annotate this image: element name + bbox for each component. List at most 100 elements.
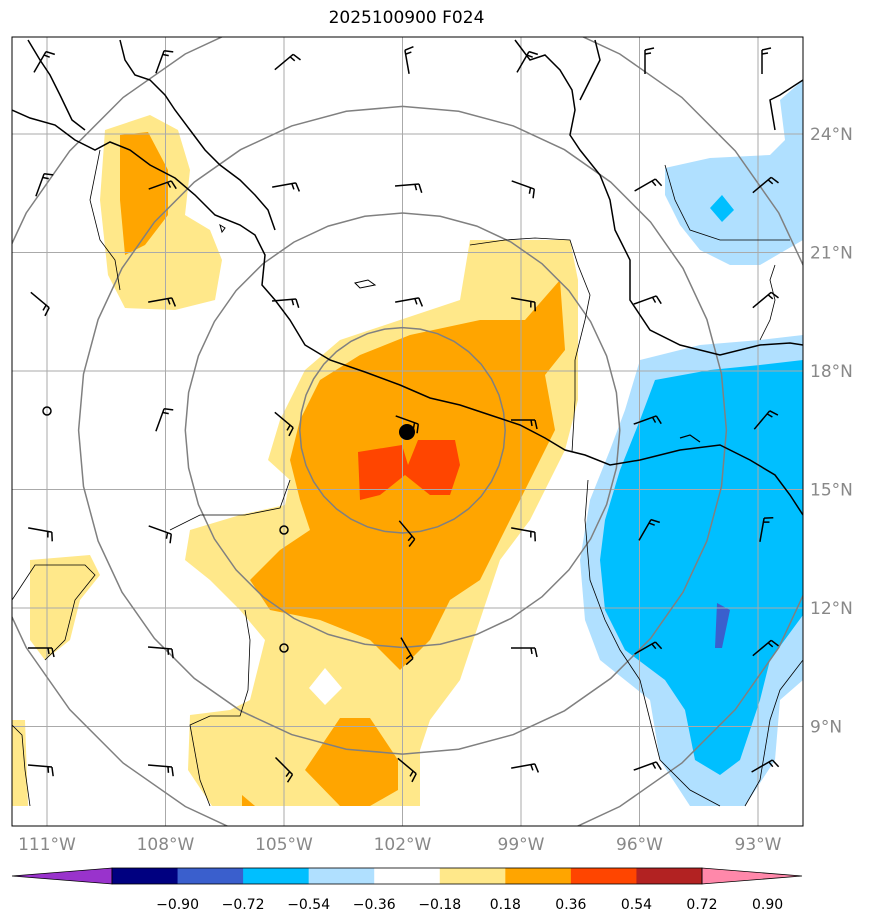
longitude-tick-label: 102°W xyxy=(374,835,432,855)
wind-barb xyxy=(751,759,780,773)
range-ring xyxy=(299,326,506,534)
wind-barbs xyxy=(27,45,780,783)
wind-barb xyxy=(148,525,173,544)
colorbar-tick-label: 0.18 xyxy=(490,897,521,913)
range-ring xyxy=(184,212,621,649)
wind-barb xyxy=(400,637,414,666)
latitude-tick-label: 9°N xyxy=(810,718,842,738)
wind-barb xyxy=(761,47,772,74)
pos-mid-region-nw xyxy=(120,132,168,255)
wind-barb xyxy=(271,298,300,308)
colorbar xyxy=(11,867,803,885)
wind-barb xyxy=(274,411,294,437)
wind-barb xyxy=(634,178,663,192)
wind-barb xyxy=(274,53,301,71)
wind-barb xyxy=(395,297,424,307)
wind-barb xyxy=(404,45,414,74)
calm-marker xyxy=(42,406,52,416)
colorbar-segment xyxy=(374,868,441,884)
map-area xyxy=(12,37,803,826)
positive-anomaly-field xyxy=(12,115,578,806)
latitude-tick-label: 15°N xyxy=(810,481,853,501)
neg-high-region-se xyxy=(715,603,730,648)
wind-barb xyxy=(33,50,56,73)
longitude-tick-label: 93°W xyxy=(735,835,782,855)
wind-barb xyxy=(274,756,294,783)
colorbar-tick-label: −0.54 xyxy=(287,897,330,913)
wind-barb xyxy=(30,291,50,317)
neutral-hole xyxy=(309,668,342,705)
range-rings xyxy=(12,37,803,826)
wind-barb xyxy=(644,47,655,74)
colorbar-segment xyxy=(505,868,572,884)
longitude-tick-label: 99°W xyxy=(498,835,545,855)
political-boundaries xyxy=(12,149,803,807)
wind-barb xyxy=(633,295,662,305)
colorbar-tick-label: 0.90 xyxy=(752,897,783,913)
wind-barb xyxy=(511,297,536,312)
wind-barb xyxy=(155,49,174,74)
coastline xyxy=(12,39,803,516)
wind-barb xyxy=(28,647,55,658)
wind-barb xyxy=(633,415,662,425)
colorbar-tick-label: −0.18 xyxy=(418,897,461,913)
wind-barb xyxy=(759,517,774,542)
colorbar-segment xyxy=(177,868,244,884)
latitude-labels: 24°N 21°N 18°N 15°N 12°N 9°N xyxy=(810,125,853,738)
latitude-tick-label: 21°N xyxy=(810,244,853,264)
colorbar-tick-label: 0.72 xyxy=(686,897,717,913)
colorbar-tick-label: −0.72 xyxy=(222,897,265,913)
calm-marker xyxy=(279,643,289,653)
longitude-tick-label: 111°W xyxy=(18,835,76,855)
pos-high-region xyxy=(358,440,460,500)
wind-barb xyxy=(511,419,538,430)
latitude-tick-label: 12°N xyxy=(810,599,853,619)
wind-barb xyxy=(752,291,779,309)
colorbar-tick-label: 0.36 xyxy=(555,897,586,913)
wind-barb xyxy=(272,182,301,192)
neg-mid-region-ne xyxy=(710,195,734,222)
colorbar-segment xyxy=(243,868,310,884)
colorbar-segment xyxy=(112,868,179,884)
neg-light-region-ne xyxy=(665,80,803,265)
pos-mid-region-s xyxy=(305,718,398,806)
wind-barb xyxy=(753,410,779,430)
longitude-tick-label: 96°W xyxy=(616,835,663,855)
wind-barb xyxy=(752,176,779,194)
colorbar-outline xyxy=(111,867,703,885)
colorbar-tick-label: −0.36 xyxy=(353,897,396,913)
colorbar-extend-high xyxy=(701,867,803,885)
colorbar-labels: −0.90 −0.72 −0.54 −0.36 −0.18 0.18 0.36 0.54 0.7… xyxy=(156,897,783,913)
neg-mid-region-se xyxy=(600,360,803,775)
wind-barb xyxy=(28,527,53,542)
colorbar-segment xyxy=(570,868,637,884)
longitude-tick-label: 108°W xyxy=(137,835,195,855)
colorbar-tick-label: −0.90 xyxy=(156,897,199,913)
storm-center-marker xyxy=(399,424,415,440)
wind-barb xyxy=(511,527,536,542)
wind-barb xyxy=(511,180,536,199)
wind-barb xyxy=(397,757,417,783)
wind-barb xyxy=(27,764,54,777)
wind-barb xyxy=(511,647,538,658)
colorbar-segment xyxy=(636,868,703,884)
range-ring xyxy=(77,105,728,755)
wind-barb xyxy=(394,183,423,193)
wind-barb xyxy=(398,520,416,547)
colorbar-segment xyxy=(308,868,375,884)
range-ring xyxy=(12,37,803,826)
pos-light-region-sw xyxy=(12,720,28,806)
colorbar-segment xyxy=(439,868,506,884)
wind-barb xyxy=(511,763,540,773)
wind-barb xyxy=(752,639,779,657)
wind-barb xyxy=(148,180,177,190)
wind-barb xyxy=(155,407,174,432)
wind-barb xyxy=(633,761,662,771)
longitude-tick-label: 105°W xyxy=(255,835,313,855)
map-frame xyxy=(11,36,804,827)
colorbar-tick-label: 0.54 xyxy=(621,897,652,913)
graticule xyxy=(12,37,803,826)
calm-wind-markers xyxy=(42,406,289,653)
latitude-tick-label: 18°N xyxy=(810,362,853,382)
